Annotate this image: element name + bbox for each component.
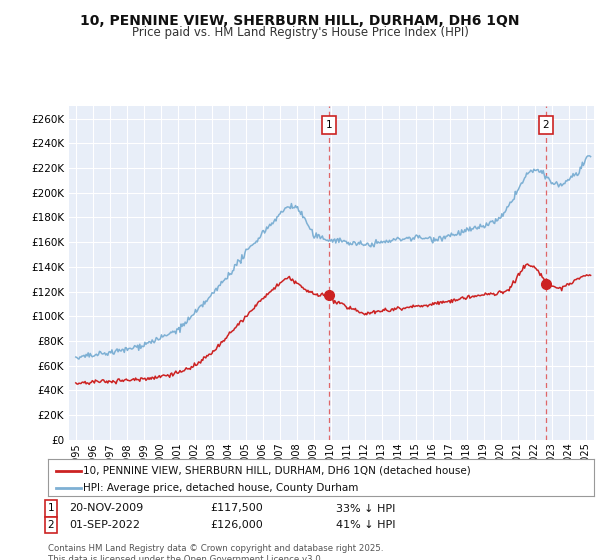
Text: 20-NOV-2009: 20-NOV-2009 xyxy=(69,503,143,514)
Text: Contains HM Land Registry data © Crown copyright and database right 2025.
This d: Contains HM Land Registry data © Crown c… xyxy=(48,544,383,560)
Text: 41% ↓ HPI: 41% ↓ HPI xyxy=(336,520,395,530)
Text: £126,000: £126,000 xyxy=(210,520,263,530)
Text: 10, PENNINE VIEW, SHERBURN HILL, DURHAM, DH6 1QN (detached house): 10, PENNINE VIEW, SHERBURN HILL, DURHAM,… xyxy=(83,466,471,476)
Text: 2: 2 xyxy=(47,520,55,530)
Text: 2: 2 xyxy=(542,120,549,130)
Text: HPI: Average price, detached house, County Durham: HPI: Average price, detached house, Coun… xyxy=(83,483,359,493)
Text: £117,500: £117,500 xyxy=(210,503,263,514)
Text: Price paid vs. HM Land Registry's House Price Index (HPI): Price paid vs. HM Land Registry's House … xyxy=(131,26,469,39)
Text: 1: 1 xyxy=(325,120,332,130)
Text: 10, PENNINE VIEW, SHERBURN HILL, DURHAM, DH6 1QN: 10, PENNINE VIEW, SHERBURN HILL, DURHAM,… xyxy=(80,14,520,28)
Text: 01-SEP-2022: 01-SEP-2022 xyxy=(69,520,140,530)
Text: 1: 1 xyxy=(47,503,55,514)
Text: 33% ↓ HPI: 33% ↓ HPI xyxy=(336,503,395,514)
